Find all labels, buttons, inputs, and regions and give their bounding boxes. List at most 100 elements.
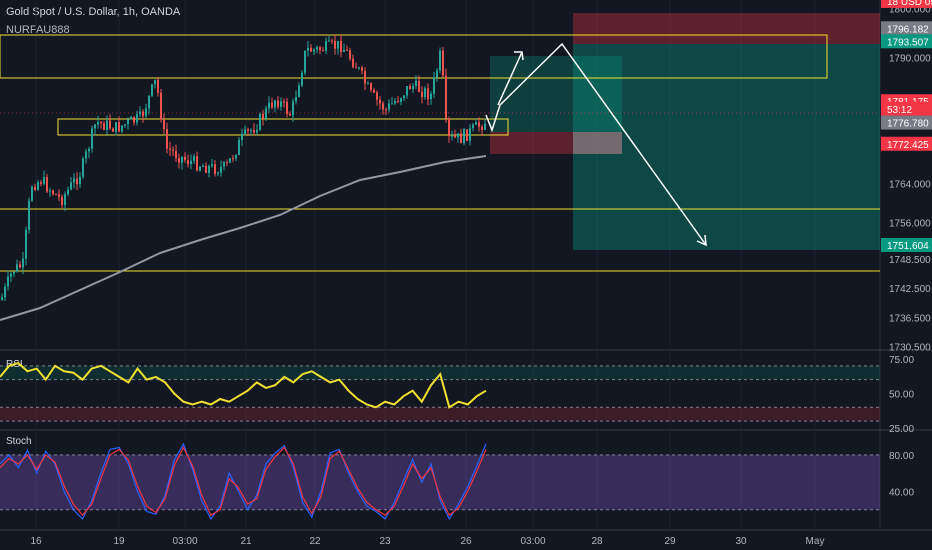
candle-body (97, 121, 99, 125)
candle-body (115, 122, 117, 132)
stoch-tick-0: 80.00 (889, 451, 914, 462)
candle-body (304, 50, 306, 73)
candle-body (190, 160, 192, 165)
candle-body (364, 70, 366, 84)
time-tick-7: 03:00 (520, 536, 545, 547)
candle-body (76, 178, 78, 185)
candle-body (352, 58, 354, 68)
candle-body (355, 67, 357, 69)
candle-body (181, 156, 183, 163)
long-target-zone (490, 56, 622, 132)
candle-body (295, 96, 297, 102)
time-tick-1: 19 (113, 536, 125, 547)
candle-body (385, 109, 387, 111)
candle-body (58, 194, 60, 197)
candle-body (130, 116, 132, 120)
candle-body (142, 111, 144, 117)
candle-body (238, 139, 240, 155)
candle-body (325, 41, 327, 51)
candle-body (445, 75, 447, 119)
candle-body (40, 182, 42, 184)
candle-body (1, 297, 3, 300)
candle-body (403, 95, 405, 99)
rsi-tick-1: 50.00 (889, 389, 914, 400)
candle-body (22, 258, 24, 268)
price-label-2: 1793.507 (887, 37, 929, 48)
candle-body (31, 186, 33, 201)
rsi-band-upper (0, 365, 880, 380)
candle-body (184, 156, 186, 161)
candle-body (163, 119, 165, 130)
chart-author: NURFAU888 (6, 24, 70, 36)
candle-body (442, 50, 444, 76)
candle-body (28, 200, 30, 230)
candle-body (331, 40, 333, 42)
candle-body (7, 276, 9, 287)
candle-body (472, 124, 474, 129)
candle-body (415, 80, 417, 86)
candle-body (16, 264, 18, 272)
candle-body (82, 158, 84, 177)
candle-body (172, 149, 174, 152)
candle-body (268, 102, 270, 109)
price-label-bg-5 (881, 115, 932, 130)
support-zone (57, 118, 509, 136)
candle-body (343, 49, 345, 52)
rsi-tick-2: 25.00 (889, 424, 914, 435)
candle-body (61, 196, 63, 205)
candle-body (67, 189, 69, 195)
time-tick-5: 23 (379, 536, 391, 547)
stoch-label: Stoch (6, 436, 32, 447)
candle-body (457, 133, 459, 138)
candle-body (298, 85, 300, 97)
arrow-head-up (514, 51, 524, 61)
candle-body (373, 90, 375, 93)
candle-body (448, 118, 450, 137)
candle-body (253, 129, 255, 133)
candle-body (220, 166, 222, 173)
candle-body (148, 95, 150, 109)
candle-body (481, 126, 483, 130)
candle-body (439, 50, 441, 71)
candle-body (208, 165, 210, 173)
candle-body (256, 129, 258, 133)
candle-body (319, 47, 321, 51)
price-tick-1: 1790.000 (889, 53, 931, 64)
stoch-line-0 (0, 442, 487, 521)
moving-average-line (0, 155, 487, 321)
candle-body (112, 128, 114, 132)
price-label-6: 1772.425 (887, 140, 929, 151)
candle-body (433, 77, 435, 94)
candle-body (421, 91, 423, 98)
candle-body (244, 129, 246, 134)
candle-body (10, 273, 12, 277)
candle-body (292, 101, 294, 116)
price-tick-8: 1730.500 (889, 343, 931, 354)
candle-body (412, 85, 414, 90)
candle-body (262, 113, 264, 119)
candle-body (382, 103, 384, 110)
candle-body (226, 162, 228, 164)
price-label-bg-1 (881, 21, 932, 36)
candle-body (328, 40, 330, 42)
time-tick-11: May (806, 536, 825, 547)
rsi-band-lower (0, 407, 880, 422)
candle-body (391, 103, 393, 105)
candle-body (187, 160, 189, 165)
candle-body (286, 101, 288, 114)
price-label-0: 18 USD 05 (887, 0, 932, 8)
long-stop-zone (490, 132, 622, 154)
candle-body (79, 176, 81, 185)
candle-body (484, 123, 486, 130)
candle-body (235, 154, 237, 159)
resistance-zone (0, 34, 828, 79)
candle-body (118, 122, 120, 132)
candle-body (13, 271, 15, 274)
time-tick-2: 03:00 (172, 536, 197, 547)
candle-body (49, 190, 51, 192)
candle-body (400, 98, 402, 102)
candle-body (337, 40, 339, 49)
candle-body (91, 128, 93, 149)
time-tick-9: 29 (664, 536, 676, 547)
